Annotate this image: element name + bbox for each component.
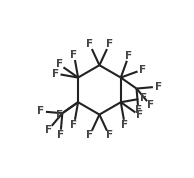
Text: F: F xyxy=(45,125,52,135)
Text: F: F xyxy=(136,110,143,121)
Text: F: F xyxy=(56,110,63,121)
Text: F: F xyxy=(37,106,44,116)
Text: F: F xyxy=(147,100,154,110)
Text: F: F xyxy=(139,65,146,75)
Text: F: F xyxy=(57,130,64,140)
Text: F: F xyxy=(106,130,113,140)
Text: F: F xyxy=(70,50,78,60)
Text: F: F xyxy=(70,120,78,130)
Text: F: F xyxy=(125,51,132,61)
Text: F: F xyxy=(140,93,147,103)
Text: F: F xyxy=(86,130,93,140)
Text: F: F xyxy=(106,39,113,49)
Text: F: F xyxy=(121,120,128,130)
Text: F: F xyxy=(154,82,162,92)
Text: F: F xyxy=(86,39,93,49)
Text: F: F xyxy=(135,105,142,115)
Text: F: F xyxy=(52,69,59,78)
Text: F: F xyxy=(56,59,63,69)
